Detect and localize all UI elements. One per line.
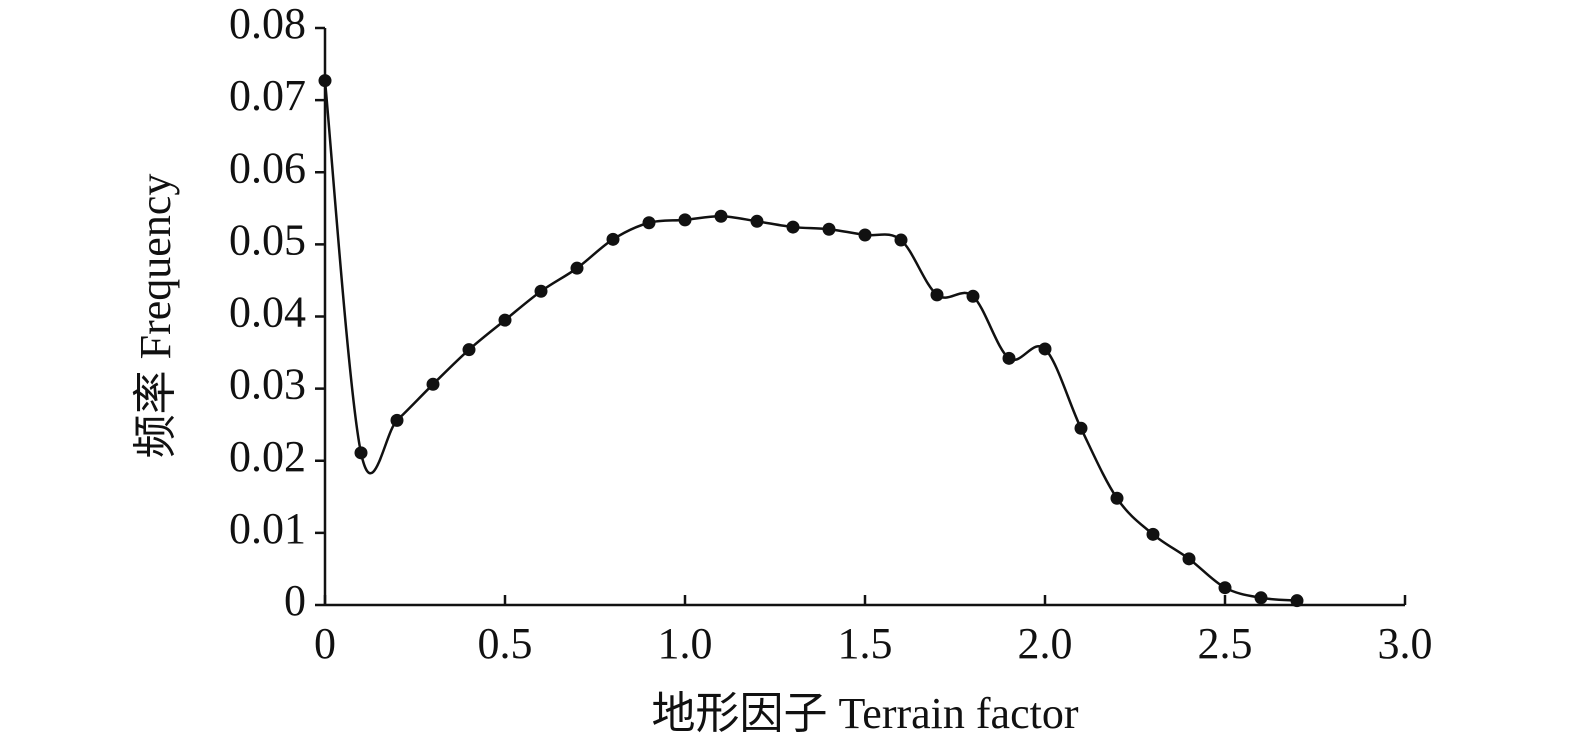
marker [642, 216, 656, 230]
marker [1182, 552, 1196, 566]
marker [858, 228, 872, 242]
y-tick-label: 0.07 [229, 71, 306, 120]
y-tick-label: 0.05 [229, 215, 306, 264]
x-axis-title: 地形因子 Terrain factor [652, 689, 1079, 738]
marker [750, 214, 764, 228]
marker [354, 446, 368, 460]
marker [498, 313, 512, 327]
marker [930, 288, 944, 302]
x-tick-label: 1.0 [658, 619, 713, 668]
x-tick-label: 0 [314, 619, 336, 668]
marker [786, 220, 800, 234]
marker [1002, 351, 1016, 365]
marker [966, 289, 980, 303]
marker [1110, 491, 1124, 505]
marker [1074, 421, 1088, 435]
marker [822, 222, 836, 236]
y-axis-title: 频率 Frequency [131, 174, 180, 459]
x-tick-label: 3.0 [1378, 619, 1433, 668]
marker [678, 213, 692, 227]
x-tick-label: 0.5 [478, 619, 533, 668]
x-tick-label: 2.5 [1198, 619, 1253, 668]
marker [534, 284, 548, 298]
marker [1254, 591, 1268, 605]
y-tick-label: 0.02 [229, 432, 306, 481]
marker [426, 377, 440, 391]
marker [390, 413, 404, 427]
marker [318, 74, 332, 88]
y-tick-label: 0.08 [229, 0, 306, 48]
marker [1038, 342, 1052, 356]
marker [894, 233, 908, 247]
marker [570, 261, 584, 275]
y-tick-label: 0 [284, 576, 306, 625]
y-tick-label: 0.06 [229, 143, 306, 192]
marker [462, 343, 476, 357]
marker [1218, 581, 1232, 595]
x-tick-label: 1.5 [838, 619, 893, 668]
marker [714, 209, 728, 223]
y-tick-label: 0.03 [229, 360, 306, 409]
y-tick-label: 0.01 [229, 504, 306, 553]
marker [1290, 594, 1304, 608]
line [323, 80, 1298, 602]
y-tick-label: 0.04 [229, 288, 306, 337]
x-tick-label: 2.0 [1018, 619, 1073, 668]
marker [606, 232, 620, 246]
marker [1146, 527, 1160, 541]
